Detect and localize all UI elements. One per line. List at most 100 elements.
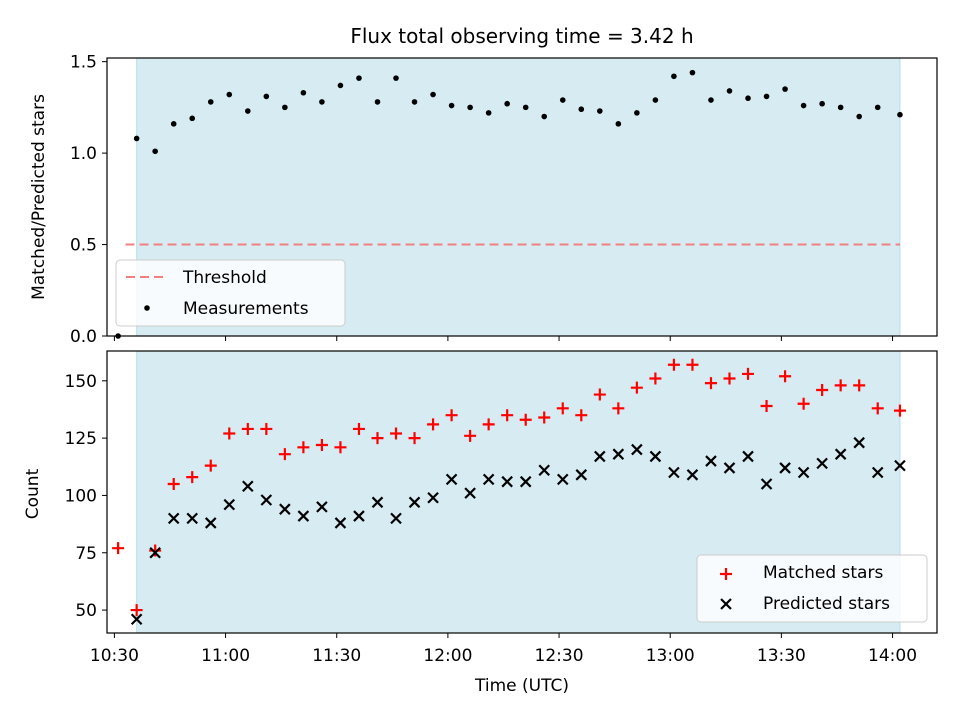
predicted-star-marker	[186, 512, 199, 525]
top-y-tick-label: 1.0	[70, 144, 97, 164]
measurement-point	[152, 148, 158, 155]
predicted-star-marker	[316, 501, 328, 513]
matched-star-marker	[408, 432, 421, 445]
chart-title: Flux total observing time = 3.42 h	[350, 24, 693, 48]
measurement-point	[189, 115, 196, 122]
predicted-star-marker	[519, 475, 532, 488]
top-axes-frame	[106, 57, 938, 337]
top-y-tick-label: 0.0	[70, 327, 97, 347]
matched-star-marker	[112, 542, 125, 555]
predicted-star-marker	[649, 450, 662, 463]
measurement-point	[800, 102, 807, 109]
predicted-star-marker	[482, 473, 495, 486]
predicted-star-marker	[390, 512, 402, 525]
matched-star-marker	[779, 370, 792, 383]
x-tick-label: 12:30	[535, 646, 584, 666]
bottom-y-tick-label: 50	[75, 601, 97, 621]
measurement-point	[485, 110, 492, 116]
predicted-star-marker	[371, 496, 384, 509]
matched-star-marker	[816, 383, 829, 396]
matched-star-marker	[390, 427, 403, 440]
bottom-y-ticks: 50 75 100 125 150	[65, 372, 107, 621]
predicted-star-marker	[705, 455, 717, 467]
matched-star-marker	[241, 422, 254, 435]
predicted-star-marker	[612, 448, 625, 460]
predicted-star-marker	[353, 510, 365, 522]
matched-star-marker	[723, 372, 736, 385]
bottom-legend: Matched stars Predicted stars	[696, 554, 928, 623]
measurement-point	[708, 97, 714, 103]
matched-star-marker	[130, 604, 143, 617]
top-legend: Threshold Measurements	[115, 259, 346, 327]
predicted-star-marker	[723, 462, 736, 474]
measurement-point	[819, 100, 825, 107]
measurement-point	[282, 104, 288, 111]
measurement-point	[170, 121, 177, 127]
legend-threshold-label: Threshold	[182, 268, 267, 288]
predicted-star-marker	[853, 436, 865, 449]
x-tick-label: 13:00	[646, 646, 695, 666]
predicted-star-marker	[575, 469, 588, 481]
matched-star-marker	[260, 422, 273, 435]
predicted-star-marker	[760, 478, 773, 490]
bottom-legend-box	[696, 554, 928, 623]
bottom-axes-frame	[106, 350, 938, 634]
matched-star-marker	[686, 358, 699, 371]
measurement-point	[837, 104, 844, 111]
measurement-point	[541, 113, 548, 120]
predicted-star-marker	[501, 475, 513, 488]
measurement-point	[411, 99, 418, 105]
top-panel: 0.0 0.5 1.0 1.5 Matched/Predicted stars Thr…	[29, 53, 938, 347]
predicted-star-marker	[894, 459, 906, 472]
matched-star-marker	[667, 358, 680, 371]
bottom-y-tick-label: 100	[65, 486, 97, 506]
matched-star-marker	[149, 544, 162, 557]
measurement-point	[726, 88, 733, 94]
matched-star-marker	[593, 388, 606, 401]
predicted-star-marker	[204, 517, 217, 529]
measurement-point	[782, 86, 788, 92]
matched-star-marker	[334, 441, 347, 454]
matched-star-marker	[538, 411, 551, 424]
matched-star-marker	[371, 432, 384, 445]
matched-star-marker	[445, 409, 458, 422]
predicted-star-marker	[408, 496, 421, 509]
bottom-y-axis-label: Count	[23, 468, 43, 519]
bottom-y-tick-label: 150	[65, 372, 97, 392]
predicted-star-marker	[779, 462, 791, 474]
predicted-star-marker	[594, 450, 606, 463]
legend-predicted-swatch	[720, 598, 732, 610]
legend-measurements-swatch	[144, 305, 150, 311]
measurement-point	[226, 91, 233, 98]
matched-star-marker	[853, 379, 866, 392]
measurement-point	[207, 99, 214, 105]
legend-predicted-label: Predicted stars	[763, 594, 890, 614]
matched-star-marker	[630, 381, 643, 394]
measurement-point	[652, 97, 659, 103]
predicted-star-marker	[816, 457, 828, 470]
predicted-star-marker	[223, 498, 236, 511]
measurement-point	[448, 102, 455, 109]
matched-star-marker	[649, 372, 662, 385]
top-y-axis-label: Matched/Predicted stars	[29, 94, 49, 300]
measurement-point	[393, 75, 399, 81]
x-axis-label: Time (UTC)	[474, 676, 569, 696]
matched-star-marker	[167, 477, 180, 490]
measurement-point	[615, 121, 622, 127]
bottom-y-tick-label: 125	[65, 429, 97, 449]
predicted-star-marker	[130, 613, 143, 626]
measurement-point	[504, 100, 510, 107]
measurement-point	[319, 99, 325, 105]
predicted-star-marker	[871, 466, 884, 479]
matched-star-marker	[501, 409, 514, 422]
legend-matched-label: Matched stars	[763, 563, 883, 583]
matched-star-marker	[834, 379, 847, 392]
matched-star-marker	[893, 404, 906, 417]
measurement-point	[634, 110, 640, 116]
matched-star-marker	[204, 459, 217, 472]
bottom-y-tick-label: 75	[75, 544, 97, 564]
measurement-point	[597, 108, 603, 114]
predicted-star-marker	[149, 546, 161, 559]
